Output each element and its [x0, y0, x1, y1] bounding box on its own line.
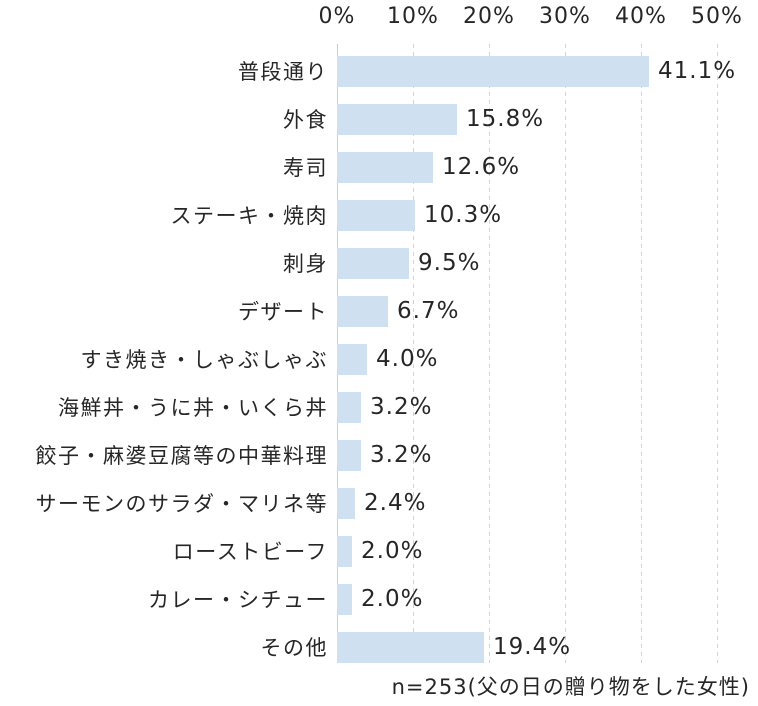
- bar: [337, 583, 352, 615]
- bar: [337, 151, 433, 183]
- category-label: 海鮮丼・うに丼・いくら丼: [58, 396, 328, 420]
- bar-track: 41.1%: [337, 47, 758, 95]
- bar-track: 3.2%: [337, 431, 758, 479]
- value-label: 2.4%: [364, 490, 427, 516]
- bar-row: 刺身 9.5%: [0, 239, 758, 287]
- bar: [337, 487, 355, 519]
- category-label: サーモンのサラダ・マリネ等: [35, 492, 328, 516]
- value-label: 2.0%: [361, 538, 424, 564]
- category-label: 寿司: [283, 156, 328, 180]
- x-axis-tick: 30%: [539, 4, 591, 29]
- value-label: 4.0%: [376, 346, 439, 372]
- value-label: 19.4%: [493, 634, 572, 660]
- category-label: 餃子・麻婆豆腐等の中華料理: [35, 444, 328, 468]
- x-axis-tick: 40%: [615, 4, 667, 29]
- bar-row: 餃子・麻婆豆腐等の中華料理 3.2%: [0, 431, 758, 479]
- bar-row: ローストビーフ 2.0%: [0, 527, 758, 575]
- bar-row: サーモンのサラダ・マリネ等 2.4%: [0, 479, 758, 527]
- category-label: ステーキ・焼肉: [170, 204, 328, 228]
- bar: [337, 343, 367, 375]
- bar-track: 4.0%: [337, 335, 758, 383]
- x-axis: 0% 10% 20% 30% 40% 50%: [0, 4, 758, 32]
- value-label: 15.8%: [466, 106, 545, 132]
- value-label: 3.2%: [370, 442, 433, 468]
- bar: [337, 247, 409, 279]
- value-label: 41.1%: [658, 58, 737, 84]
- bar: [337, 631, 484, 663]
- bar-track: 10.3%: [337, 191, 758, 239]
- bar-track: 2.4%: [337, 479, 758, 527]
- category-label: デザート: [238, 300, 328, 324]
- category-label: 刺身: [283, 252, 328, 276]
- category-label: 外食: [283, 108, 328, 132]
- category-label: ローストビーフ: [172, 540, 328, 564]
- bar: [337, 55, 649, 87]
- value-label: 12.6%: [442, 154, 521, 180]
- bar: [337, 103, 457, 135]
- bar: [337, 391, 361, 423]
- bar-row: その他 19.4%: [0, 623, 758, 671]
- bar-track: 19.4%: [337, 623, 758, 671]
- x-axis-tick: 20%: [463, 4, 515, 29]
- bar-row: 普段通り 41.1%: [0, 47, 758, 95]
- bar-track: 12.6%: [337, 143, 758, 191]
- bar-row: デザート 6.7%: [0, 287, 758, 335]
- bar: [337, 439, 361, 471]
- bar-track: 2.0%: [337, 527, 758, 575]
- value-label: 6.7%: [397, 298, 460, 324]
- x-axis-tick: 50%: [691, 4, 743, 29]
- x-axis-tick: 10%: [387, 4, 439, 29]
- bar-track: 3.2%: [337, 383, 758, 431]
- bar-row: カレー・シチュー 2.0%: [0, 575, 758, 623]
- bar-row: 外食 15.8%: [0, 95, 758, 143]
- bar-row: 海鮮丼・うに丼・いくら丼 3.2%: [0, 383, 758, 431]
- bar: [337, 535, 352, 567]
- bar-track: 6.7%: [337, 287, 758, 335]
- bar-track: 2.0%: [337, 575, 758, 623]
- category-label: カレー・シチュー: [148, 588, 328, 612]
- value-label: 10.3%: [424, 202, 503, 228]
- bar-track: 9.5%: [337, 239, 758, 287]
- value-label: 3.2%: [370, 394, 433, 420]
- bar-row: ステーキ・焼肉 10.3%: [0, 191, 758, 239]
- bar: [337, 295, 388, 327]
- bar-rows: 普段通り 41.1% 外食 15.8% 寿司 12.6% ステーキ・焼肉: [0, 47, 758, 671]
- bar-row: 寿司 12.6%: [0, 143, 758, 191]
- footnote: n=253(父の日の贈り物をした女性): [391, 675, 750, 699]
- value-label: 2.0%: [361, 586, 424, 612]
- category-label: その他: [260, 636, 328, 660]
- bar-row: すき焼き・しゃぶしゃぶ 4.0%: [0, 335, 758, 383]
- x-axis-tick: 0%: [318, 4, 356, 29]
- bar: [337, 199, 415, 231]
- value-label: 9.5%: [418, 250, 481, 276]
- category-label: 普段通り: [238, 60, 328, 84]
- category-label: すき焼き・しゃぶしゃぶ: [80, 348, 328, 372]
- bar-track: 15.8%: [337, 95, 758, 143]
